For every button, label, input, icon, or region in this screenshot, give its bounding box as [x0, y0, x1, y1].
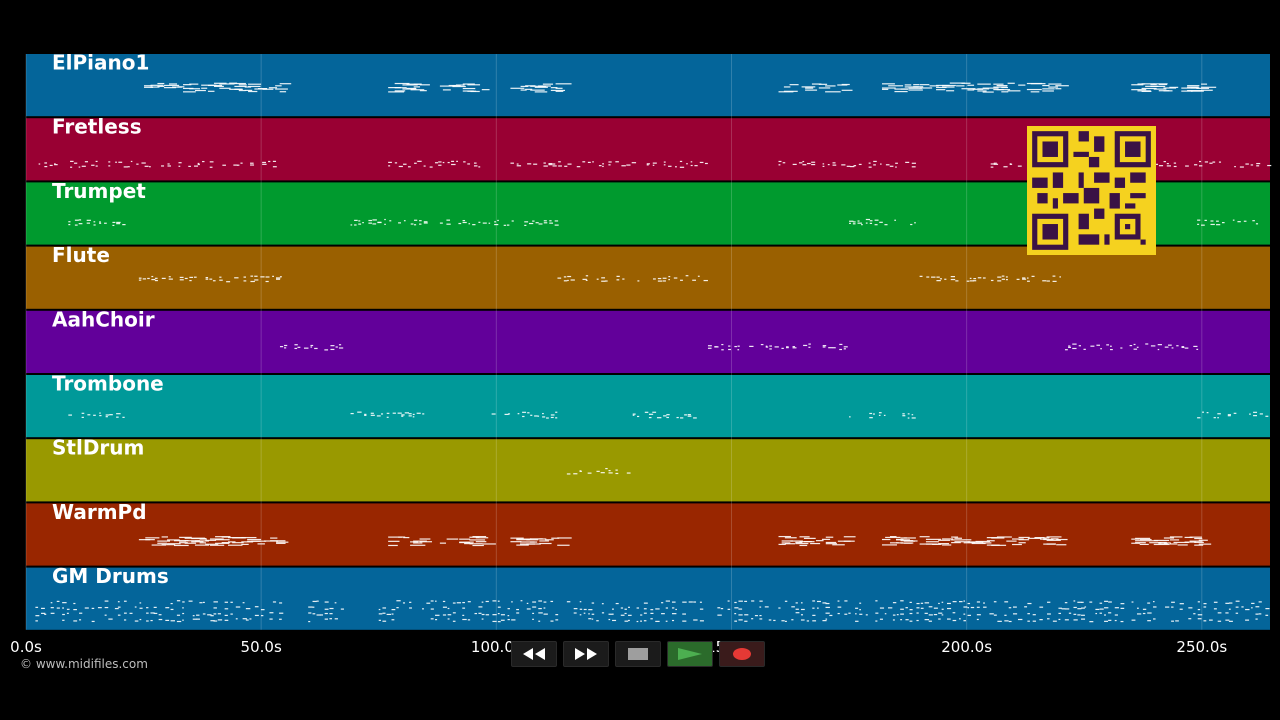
note-segment	[350, 218, 428, 226]
note-segment	[1197, 411, 1269, 419]
note-segment	[378, 600, 559, 623]
note-segment	[491, 411, 558, 419]
note-segment	[35, 600, 284, 623]
track-name: ElPiano1	[52, 51, 149, 75]
note-segment	[566, 600, 704, 623]
track-lane-background	[26, 567, 1270, 630]
note-segment	[1154, 160, 1272, 168]
fast-forward-button[interactable]	[563, 641, 609, 667]
rewind-icon	[523, 648, 545, 660]
track-lane-background	[26, 246, 1270, 309]
note-segment	[707, 343, 848, 351]
qr-code-icon	[1027, 126, 1156, 255]
track-lane	[26, 375, 1270, 438]
track-name: AahChoir	[52, 307, 155, 331]
time-tick-label: 250.0s	[1176, 638, 1228, 656]
play-icon	[678, 648, 702, 660]
time-tick-label: 50.0s	[240, 638, 282, 656]
note-segment	[881, 536, 918, 546]
track-lane	[26, 567, 1270, 630]
note-segment	[388, 536, 433, 547]
play-button[interactable]	[667, 641, 713, 667]
track-lane	[26, 246, 1270, 309]
track-lane	[26, 503, 1270, 566]
track-lane-background	[26, 375, 1270, 438]
time-tick-label: 0.0s	[10, 638, 42, 656]
note-segment	[510, 160, 708, 168]
note-segment	[68, 219, 126, 227]
note-segment	[388, 82, 430, 93]
note-segment	[38, 160, 277, 168]
note-segment	[388, 160, 481, 168]
track-lane-background	[26, 310, 1270, 373]
rewind-button[interactable]	[511, 641, 557, 667]
note-segment	[778, 83, 853, 93]
note-segment	[557, 275, 708, 282]
track-name: StlDrum	[52, 436, 144, 460]
copyright-text: © www.midifiles.com	[20, 657, 148, 671]
stop-button[interactable]	[615, 641, 661, 667]
track-lane	[26, 54, 1270, 117]
time-tick-label: 200.0s	[941, 638, 993, 656]
track-name: Trumpet	[52, 179, 146, 203]
note-segment	[510, 537, 572, 546]
note-segment	[1131, 536, 1212, 546]
track-name: Flute	[52, 243, 110, 267]
track-name: Trombone	[52, 372, 164, 396]
stop-icon	[628, 648, 648, 660]
note-segment	[778, 160, 916, 168]
note-segment	[849, 218, 916, 226]
note-segment	[138, 536, 289, 547]
track-name: GM Drums	[52, 564, 169, 588]
transport-controls	[511, 641, 765, 669]
track-lane	[26, 439, 1270, 502]
record-button[interactable]	[719, 641, 765, 667]
note-segment	[778, 535, 856, 547]
note-segment	[990, 162, 1022, 168]
track-name: WarmPd	[52, 500, 147, 524]
time-tick-label: 100.0s	[470, 638, 522, 656]
track-lane-background	[26, 503, 1270, 566]
note-segment	[1064, 343, 1199, 351]
note-segment	[350, 411, 425, 418]
note-segment	[510, 83, 572, 93]
track-lane-background	[26, 439, 1270, 502]
note-segment	[439, 83, 490, 93]
note-segment	[144, 82, 292, 93]
note-segment	[717, 600, 1270, 623]
note-segment	[919, 536, 1068, 546]
track-lane	[26, 310, 1270, 373]
note-segment	[849, 412, 916, 419]
note-segment	[439, 219, 559, 227]
note-segment	[439, 535, 496, 547]
track-lane-background	[26, 54, 1270, 117]
note-segment	[68, 412, 125, 418]
note-segment	[279, 344, 344, 351]
note-segment	[919, 82, 1069, 93]
record-icon	[733, 648, 751, 660]
note-segment	[138, 275, 282, 283]
note-segment	[308, 600, 344, 623]
fast-forward-icon	[575, 648, 597, 660]
note-segment	[881, 83, 924, 93]
note-segment	[1131, 83, 1217, 92]
track-name: Fretless	[52, 115, 142, 139]
note-segment	[919, 275, 1061, 282]
note-segment	[566, 467, 631, 475]
note-segment	[1197, 219, 1259, 226]
note-segment	[632, 411, 697, 419]
